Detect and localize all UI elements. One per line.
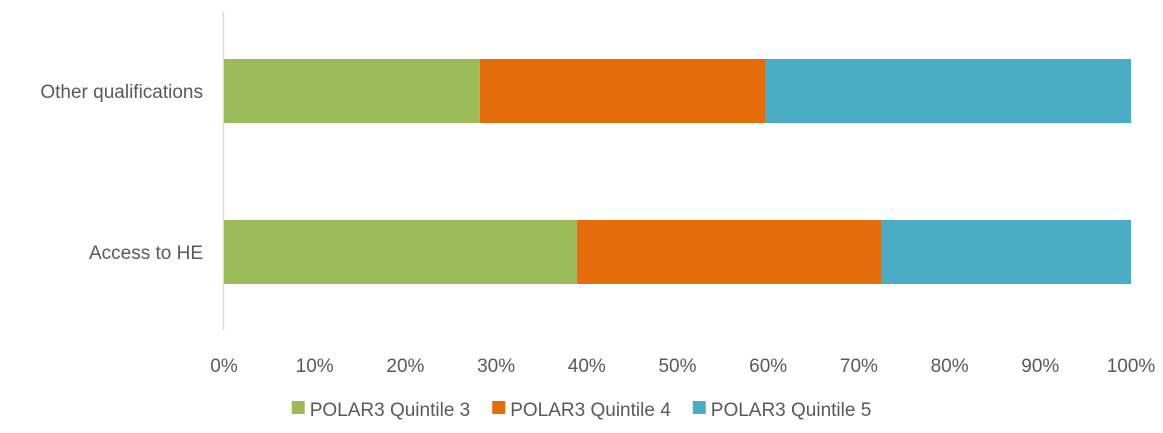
category-label: Access to HE: [89, 243, 203, 264]
bar-segment: [576, 220, 882, 284]
legend-label: POLAR3 Quintile 4: [510, 400, 671, 421]
x-tick-label: 30%: [477, 356, 515, 377]
legend-swatch: [291, 401, 305, 414]
bar-segment: [224, 59, 480, 123]
legend: POLAR3 Quintile 3 POLAR3 Quintile 4 POLAR3…: [291, 400, 872, 421]
legend-swatch: [492, 401, 506, 414]
bar-segment: [881, 220, 1131, 284]
x-tick-label: 10%: [296, 356, 334, 377]
category-labels-layer: Other qualifications Access to HE: [40, 82, 203, 264]
legend-swatch: [692, 401, 706, 414]
legend-item: POLAR3 Quintile 4: [492, 400, 671, 421]
bars-layer: [224, 59, 1131, 284]
legend-item: POLAR3 Quintile 5: [692, 400, 872, 421]
x-tick-label: 70%: [840, 356, 878, 377]
bar-segment: [765, 59, 1131, 123]
bar-segment: [224, 220, 577, 284]
x-tick-label: 40%: [568, 356, 606, 377]
x-tick-label: 100%: [1107, 356, 1156, 377]
x-tick-label: 60%: [749, 356, 787, 377]
x-tick-label: 0%: [210, 356, 238, 377]
bar-segment: [479, 59, 766, 123]
legend-label: POLAR3 Quintile 5: [711, 400, 872, 421]
x-tick-label: 80%: [931, 356, 969, 377]
x-tick-label: 90%: [1021, 356, 1059, 377]
legend-label: POLAR3 Quintile 3: [310, 400, 471, 421]
category-label: Other qualifications: [40, 82, 203, 103]
x-tick-label: 50%: [658, 356, 696, 377]
legend-item: POLAR3 Quintile 3: [291, 400, 471, 421]
x-tick-labels-layer: 0% 10% 20% 30% 40% 50% 60% 70% 80% 90% 100%: [210, 356, 1155, 377]
x-tick-label: 20%: [386, 356, 424, 377]
